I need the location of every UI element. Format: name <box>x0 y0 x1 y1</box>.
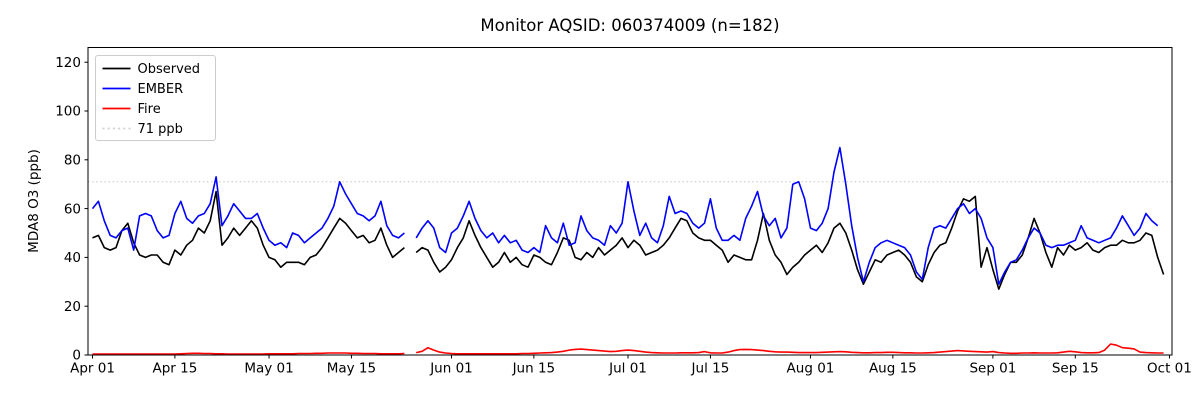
series-line-fire <box>92 352 405 355</box>
x-tick-label: Apr 01 <box>70 361 115 377</box>
x-tick-label: Oct 01 <box>1147 361 1192 377</box>
x-tick-label: Aug 15 <box>869 361 917 377</box>
plot-content: 0 20 40 60 80 100 120 Apr 01 Apr 15 May 01 May 15 J… <box>55 47 1192 377</box>
legend-label: EMBER <box>138 82 184 97</box>
series-line-ember <box>415 146 1159 285</box>
x-tick-label: Jun 15 <box>512 361 556 377</box>
series-line-observed <box>415 195 1165 290</box>
series-line-ember <box>91 176 405 251</box>
x-tick-label: May 01 <box>244 361 293 377</box>
x-tick-label: May 15 <box>327 361 376 377</box>
legend-label: Observed <box>138 62 201 77</box>
x-tick-label: Sep 01 <box>969 361 1016 377</box>
x-tick-label: Apr 15 <box>152 361 197 377</box>
y-tick-label: 0 <box>72 348 81 364</box>
y-tick-label: 120 <box>55 55 81 71</box>
chart-title: Monitor AQSID: 060374009 (n=182) <box>480 16 779 35</box>
x-tick-label: Jul 15 <box>691 361 730 377</box>
x-tick-label: Aug 01 <box>787 361 835 377</box>
x-tick-label: Sep 15 <box>1052 361 1099 377</box>
y-tick-label: 20 <box>64 299 81 315</box>
legend-label: 71 ppb <box>138 122 183 137</box>
x-tick-label: Jun 01 <box>429 361 473 377</box>
legend-label: Fire <box>138 102 161 117</box>
y-tick-label: 100 <box>55 104 81 120</box>
y-tick-label: 80 <box>64 153 81 169</box>
axis-frame <box>87 47 1173 356</box>
legend-box <box>95 55 216 141</box>
series-line-observed <box>92 190 405 268</box>
y-tick-label: 60 <box>64 201 81 217</box>
series-line-fire <box>416 343 1164 355</box>
y-axis-label: MDA8 O3 (ppb) <box>26 149 42 253</box>
x-tick-label: Jul 01 <box>608 361 647 377</box>
y-tick-label: 40 <box>64 250 81 266</box>
